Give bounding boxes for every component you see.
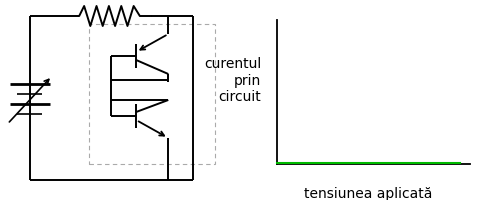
Bar [89, 24, 215, 164]
Text: curentul
prin
circuit: curentul prin circuit [204, 57, 261, 104]
Text: tensiunea aplicată: tensiunea aplicată [304, 187, 433, 200]
